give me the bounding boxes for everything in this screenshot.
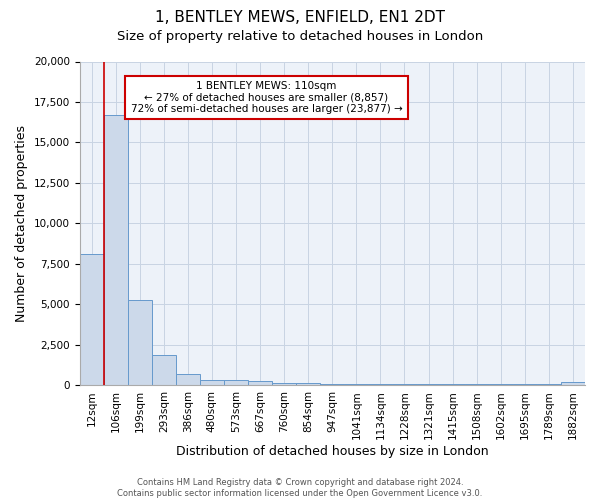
- Text: Size of property relative to detached houses in London: Size of property relative to detached ho…: [117, 30, 483, 43]
- Bar: [296, 383, 320, 386]
- Y-axis label: Number of detached properties: Number of detached properties: [15, 125, 28, 322]
- Bar: [176, 374, 200, 386]
- Bar: [200, 380, 224, 386]
- Bar: [368, 384, 392, 386]
- Bar: [80, 254, 104, 386]
- Text: 1 BENTLEY MEWS: 110sqm
← 27% of detached houses are smaller (8,857)
72% of semi-: 1 BENTLEY MEWS: 110sqm ← 27% of detached…: [131, 81, 403, 114]
- Bar: [489, 384, 513, 386]
- Bar: [344, 384, 368, 386]
- Bar: [320, 384, 344, 386]
- Bar: [561, 382, 585, 386]
- Text: 1, BENTLEY MEWS, ENFIELD, EN1 2DT: 1, BENTLEY MEWS, ENFIELD, EN1 2DT: [155, 10, 445, 25]
- Bar: [392, 384, 416, 386]
- Bar: [272, 382, 296, 386]
- Bar: [416, 384, 440, 386]
- X-axis label: Distribution of detached houses by size in London: Distribution of detached houses by size …: [176, 444, 488, 458]
- Bar: [152, 356, 176, 386]
- Bar: [537, 384, 561, 386]
- Bar: [224, 380, 248, 386]
- Bar: [464, 384, 489, 386]
- Bar: [440, 384, 464, 386]
- Bar: [128, 300, 152, 386]
- Bar: [513, 384, 537, 386]
- Bar: [104, 115, 128, 386]
- Text: Contains HM Land Registry data © Crown copyright and database right 2024.
Contai: Contains HM Land Registry data © Crown c…: [118, 478, 482, 498]
- Bar: [248, 382, 272, 386]
